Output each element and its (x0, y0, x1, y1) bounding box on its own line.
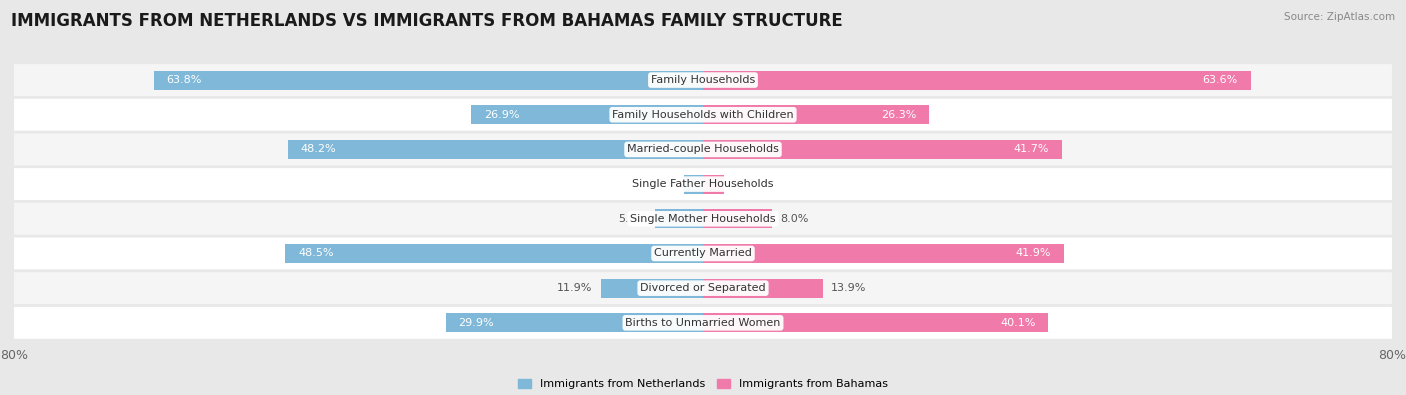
Bar (655, 209, 703, 228)
FancyBboxPatch shape (14, 307, 1392, 339)
Bar (471, 105, 703, 124)
FancyBboxPatch shape (14, 272, 1392, 304)
Bar (285, 244, 703, 263)
Text: Source: ZipAtlas.com: Source: ZipAtlas.com (1284, 12, 1395, 22)
Text: Births to Unmarried Women: Births to Unmarried Women (626, 318, 780, 328)
Bar (703, 278, 823, 298)
Legend: Immigrants from Netherlands, Immigrants from Bahamas: Immigrants from Netherlands, Immigrants … (517, 379, 889, 389)
FancyBboxPatch shape (14, 64, 1392, 96)
Bar (703, 175, 724, 194)
Bar (446, 313, 703, 332)
Bar (288, 140, 703, 159)
FancyBboxPatch shape (14, 168, 1392, 200)
Text: 26.9%: 26.9% (484, 110, 520, 120)
Text: Married-couple Households: Married-couple Households (627, 145, 779, 154)
FancyBboxPatch shape (14, 237, 1392, 269)
Text: 13.9%: 13.9% (831, 283, 866, 293)
Text: Family Households with Children: Family Households with Children (612, 110, 794, 120)
Bar (703, 140, 1062, 159)
Bar (153, 71, 703, 90)
Text: 48.5%: 48.5% (298, 248, 333, 258)
Text: 40.1%: 40.1% (1000, 318, 1035, 328)
Text: Single Father Households: Single Father Households (633, 179, 773, 189)
Text: 26.3%: 26.3% (882, 110, 917, 120)
Text: 29.9%: 29.9% (458, 318, 494, 328)
Text: 48.2%: 48.2% (301, 145, 336, 154)
Text: 63.8%: 63.8% (166, 75, 202, 85)
Text: IMMIGRANTS FROM NETHERLANDS VS IMMIGRANTS FROM BAHAMAS FAMILY STRUCTURE: IMMIGRANTS FROM NETHERLANDS VS IMMIGRANT… (11, 12, 844, 30)
Text: Family Households: Family Households (651, 75, 755, 85)
Text: 2.4%: 2.4% (733, 179, 761, 189)
Text: 2.2%: 2.2% (647, 179, 675, 189)
Text: Currently Married: Currently Married (654, 248, 752, 258)
Text: 11.9%: 11.9% (557, 283, 592, 293)
Text: 41.9%: 41.9% (1015, 248, 1050, 258)
Text: Divorced or Separated: Divorced or Separated (640, 283, 766, 293)
FancyBboxPatch shape (14, 134, 1392, 166)
FancyBboxPatch shape (14, 203, 1392, 235)
Text: Single Mother Households: Single Mother Households (630, 214, 776, 224)
Text: 41.7%: 41.7% (1014, 145, 1049, 154)
Text: 8.0%: 8.0% (780, 214, 808, 224)
Bar (703, 209, 772, 228)
Text: 5.6%: 5.6% (617, 214, 647, 224)
Bar (703, 244, 1064, 263)
Bar (703, 71, 1251, 90)
Bar (703, 105, 929, 124)
FancyBboxPatch shape (14, 99, 1392, 131)
Bar (600, 278, 703, 298)
Bar (685, 175, 703, 194)
Bar (703, 313, 1049, 332)
Text: 63.6%: 63.6% (1202, 75, 1237, 85)
